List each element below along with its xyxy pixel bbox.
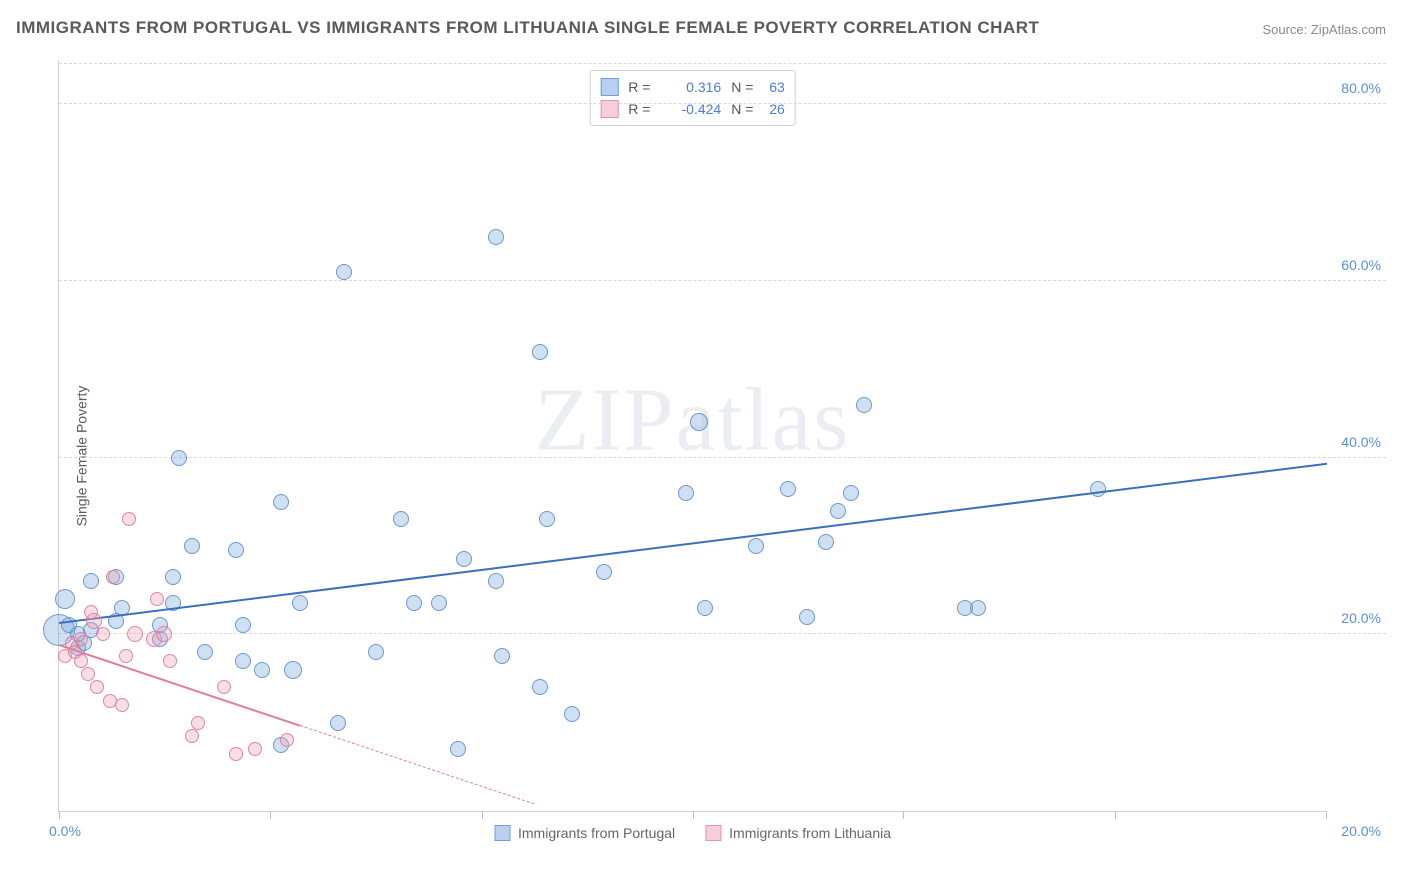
stat-row: R =-0.424N =26 xyxy=(600,98,785,120)
x-tick xyxy=(1326,811,1327,819)
gridline xyxy=(59,63,1386,64)
legend-swatch xyxy=(705,825,721,841)
y-tick-label: 40.0% xyxy=(1341,434,1381,450)
data-point xyxy=(229,747,243,761)
data-point xyxy=(431,595,447,611)
x-tick xyxy=(59,811,60,819)
y-tick-label: 80.0% xyxy=(1341,80,1381,96)
data-point xyxy=(697,600,713,616)
data-point xyxy=(185,729,199,743)
gridline xyxy=(59,457,1386,458)
n-label: N = xyxy=(731,79,759,95)
data-point xyxy=(273,494,289,510)
source-label: Source: ZipAtlas.com xyxy=(1262,22,1386,37)
data-point xyxy=(197,644,213,660)
data-point xyxy=(564,706,580,722)
data-point xyxy=(184,538,200,554)
data-point xyxy=(83,573,99,589)
data-point xyxy=(678,485,694,501)
data-point xyxy=(74,654,88,668)
x-tick xyxy=(482,811,483,819)
x-tick xyxy=(693,811,694,819)
data-point xyxy=(970,600,986,616)
data-point xyxy=(191,716,205,730)
data-point xyxy=(450,741,466,757)
data-point xyxy=(368,644,384,660)
plot-area: ZIPatlas R =0.316N =63R =-0.424N =26 0.0… xyxy=(58,60,1326,812)
legend-label: Immigrants from Portugal xyxy=(518,825,675,841)
data-point xyxy=(122,512,136,526)
data-point xyxy=(254,662,270,678)
data-point xyxy=(843,485,859,501)
data-point xyxy=(690,413,708,431)
x-tick xyxy=(1115,811,1116,819)
data-point xyxy=(55,589,75,609)
x-axis-max-label: 20.0% xyxy=(1341,823,1381,839)
data-point xyxy=(393,511,409,527)
data-point xyxy=(488,573,504,589)
legend-item: Immigrants from Lithuania xyxy=(705,825,891,841)
legend-swatch xyxy=(494,825,510,841)
y-tick-label: 20.0% xyxy=(1341,610,1381,626)
legend-swatch xyxy=(600,78,618,96)
chart-container: Single Female Poverty ZIPatlas R =0.316N… xyxy=(16,50,1386,862)
y-tick-label: 60.0% xyxy=(1341,257,1381,273)
data-point xyxy=(748,538,764,554)
data-point xyxy=(235,653,251,669)
data-point xyxy=(119,649,133,663)
data-point xyxy=(165,569,181,585)
data-point xyxy=(156,626,172,642)
data-point xyxy=(280,733,294,747)
data-point xyxy=(248,742,262,756)
gridline xyxy=(59,280,1386,281)
gridline xyxy=(59,103,1386,104)
data-point xyxy=(596,564,612,580)
data-point xyxy=(171,450,187,466)
gridline xyxy=(59,633,1386,634)
data-point xyxy=(330,715,346,731)
data-point xyxy=(292,595,308,611)
data-point xyxy=(150,592,164,606)
data-point xyxy=(539,511,555,527)
data-point xyxy=(115,698,129,712)
data-point xyxy=(488,229,504,245)
data-point xyxy=(74,632,88,646)
n-value: 63 xyxy=(769,79,785,95)
r-label: R = xyxy=(628,79,656,95)
data-point xyxy=(830,503,846,519)
series-legend: Immigrants from Portugal Immigrants from … xyxy=(494,825,891,841)
r-value: 0.316 xyxy=(666,79,721,95)
data-point xyxy=(780,481,796,497)
legend-item: Immigrants from Portugal xyxy=(494,825,675,841)
data-point xyxy=(228,542,244,558)
data-point xyxy=(106,570,120,584)
trend-line xyxy=(300,725,535,805)
data-point xyxy=(81,667,95,681)
data-point xyxy=(494,648,510,664)
trend-line xyxy=(59,463,1327,624)
data-point xyxy=(406,595,422,611)
data-point xyxy=(532,679,548,695)
stat-row: R = 0.316 N = 63 xyxy=(600,76,785,98)
x-tick xyxy=(270,811,271,819)
correlation-legend: R = 0.316 N = 63 R =-0.424N =26 xyxy=(589,70,796,126)
data-point xyxy=(799,609,815,625)
data-point xyxy=(336,264,352,280)
chart-title: IMMIGRANTS FROM PORTUGAL VS IMMIGRANTS F… xyxy=(16,18,1039,38)
data-point xyxy=(96,627,110,641)
data-point xyxy=(163,654,177,668)
data-point xyxy=(235,617,251,633)
data-point xyxy=(284,661,302,679)
data-point xyxy=(217,680,231,694)
data-point xyxy=(456,551,472,567)
legend-label: Immigrants from Lithuania xyxy=(729,825,891,841)
data-point xyxy=(532,344,548,360)
data-point xyxy=(86,613,102,629)
data-point xyxy=(90,680,104,694)
data-point xyxy=(856,397,872,413)
data-point xyxy=(818,534,834,550)
x-axis-min-label: 0.0% xyxy=(49,823,81,839)
data-point xyxy=(127,626,143,642)
x-tick xyxy=(903,811,904,819)
